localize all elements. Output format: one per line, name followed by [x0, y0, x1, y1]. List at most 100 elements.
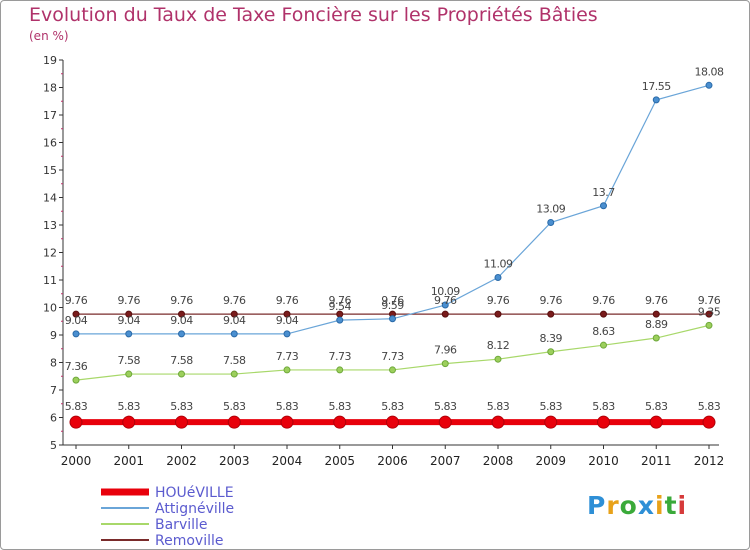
data-label: 9.76: [487, 294, 510, 307]
data-label: 5.83: [434, 400, 457, 413]
data-label: 7.96: [434, 344, 457, 357]
data-point: [72, 310, 80, 318]
data-label: 9.04: [65, 314, 88, 327]
data-label: 7.73: [329, 350, 352, 363]
x-tick-label: 2001: [113, 454, 144, 468]
data-point: [705, 321, 713, 329]
data-label: 5.83: [65, 400, 88, 413]
data-label: 9.54: [329, 300, 352, 313]
data-point: [441, 301, 449, 309]
x-tick-label: 2003: [219, 454, 250, 468]
y-tick-label: 17: [43, 109, 57, 122]
data-label: 9.76: [223, 294, 246, 307]
data-point: [122, 415, 136, 429]
x-tick-label: 2002: [166, 454, 197, 468]
data-label: 5.83: [170, 400, 193, 413]
data-point: [705, 81, 713, 89]
y-tick-label: 16: [43, 137, 57, 150]
data-point: [649, 415, 663, 429]
data-point: [441, 310, 449, 318]
data-label: 9.76: [276, 294, 299, 307]
data-point: [494, 310, 502, 318]
data-point: [280, 415, 294, 429]
y-tick-label: 13: [43, 219, 57, 232]
data-point: [600, 202, 607, 210]
data-label: 8.12: [487, 339, 510, 352]
data-point: [175, 415, 188, 429]
data-label: 5.83: [487, 400, 510, 413]
data-label: 9.04: [170, 314, 193, 327]
data-label: 5.83: [698, 400, 721, 413]
y-tick-label: 10: [43, 302, 57, 315]
data-point: [600, 341, 607, 349]
data-point: [389, 366, 396, 374]
data-point: [597, 415, 610, 429]
data-point: [333, 415, 347, 429]
data-label: 17.55: [642, 80, 671, 93]
data-point: [652, 96, 660, 104]
data-label: 5.83: [592, 400, 615, 413]
y-tick-label: 18: [43, 82, 57, 95]
data-label: 7.36: [65, 360, 88, 373]
data-label: 7.58: [170, 354, 193, 367]
y-tick-label: 15: [43, 164, 57, 177]
y-tick-label: 7: [50, 384, 57, 397]
data-point: [227, 415, 241, 429]
data-point: [494, 355, 502, 363]
data-point: [283, 310, 291, 318]
y-tick-label: 19: [43, 54, 57, 67]
x-tick-label: 2000: [61, 454, 92, 468]
proxiti-logo: Proxiti: [587, 491, 688, 520]
data-point: [600, 310, 607, 318]
data-point: [125, 370, 133, 378]
data-point: [652, 310, 660, 318]
data-label: 8.39: [540, 332, 563, 345]
data-label: 9.76: [434, 294, 457, 307]
x-tick-label: 2011: [641, 454, 672, 468]
data-label: 5.83: [276, 400, 299, 413]
data-point: [230, 310, 238, 318]
data-point: [494, 274, 502, 282]
x-tick-label: 2004: [272, 454, 303, 468]
data-point: [438, 415, 452, 429]
data-label: 7.58: [118, 354, 141, 367]
x-tick-label: 2008: [483, 454, 514, 468]
data-label: 9.04: [118, 314, 141, 327]
data-point: [178, 370, 185, 378]
legend-label: Removille: [155, 533, 223, 549]
x-tick-label: 2006: [377, 454, 408, 468]
legend-label: Barville: [155, 517, 208, 533]
data-point: [389, 315, 396, 323]
data-point: [178, 330, 185, 338]
data-point: [544, 415, 558, 429]
data-point: [547, 219, 555, 227]
data-label: 9.76: [645, 294, 668, 307]
data-point: [652, 334, 660, 342]
data-point: [283, 330, 291, 338]
y-tick-label: 6: [50, 412, 57, 425]
data-label: 9.76: [592, 294, 615, 307]
data-label: 9.76: [381, 294, 404, 307]
data-point: [336, 366, 344, 374]
x-tick-label: 2009: [535, 454, 566, 468]
data-label: 7.58: [223, 354, 246, 367]
data-label: 5.83: [223, 400, 246, 413]
data-point: [125, 310, 133, 318]
x-tick-label: 2012: [694, 454, 725, 468]
y-tick-label: 8: [50, 357, 57, 370]
data-point: [702, 415, 716, 429]
y-tick-label: 14: [43, 192, 57, 205]
y-tick-label: 5: [50, 439, 57, 452]
data-point: [547, 348, 555, 356]
data-label: 18.08: [695, 65, 724, 78]
data-label: 9.04: [276, 314, 299, 327]
y-tick-label: 11: [43, 274, 57, 287]
data-label: 9.59: [381, 299, 404, 312]
y-tick-label: 9: [50, 329, 57, 342]
data-point: [491, 415, 505, 429]
data-point: [547, 310, 555, 318]
data-label: 9.76: [170, 294, 193, 307]
chart-title: Evolution du Taux de Taxe Foncière sur l…: [29, 4, 598, 26]
y-tick-label: 12: [43, 247, 57, 260]
